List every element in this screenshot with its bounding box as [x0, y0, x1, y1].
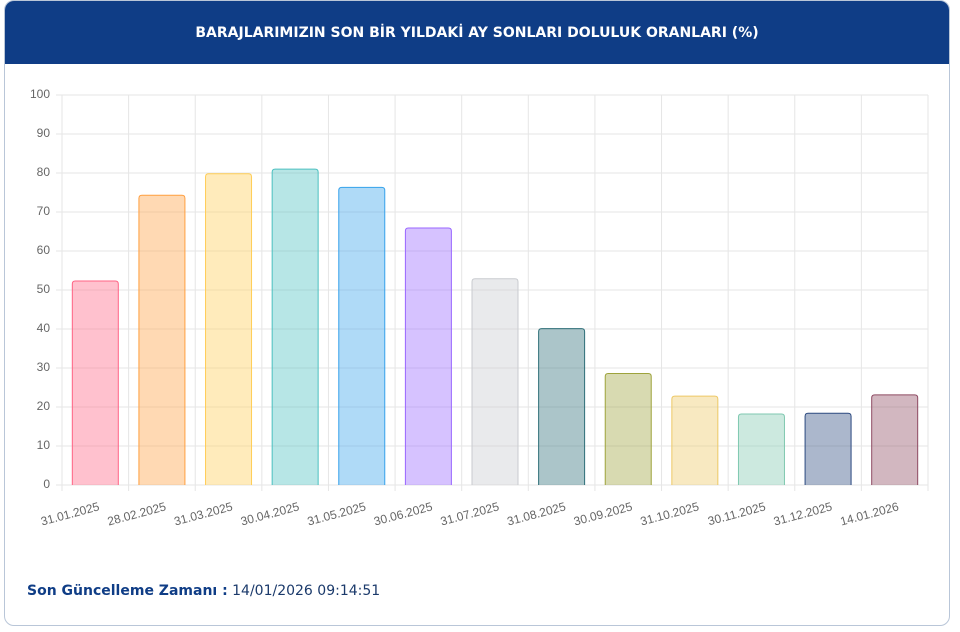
y-tick-label: 40 [37, 321, 51, 335]
y-tick-label: 10 [37, 438, 51, 452]
x-tick-label: 30.09.2025 [572, 499, 634, 528]
bar [138, 194, 186, 485]
bar [71, 280, 119, 485]
y-tick-label: 0 [43, 477, 50, 491]
bar [737, 413, 785, 485]
bar [404, 227, 452, 485]
bar [871, 394, 919, 485]
bar [538, 328, 586, 485]
x-tick-label: 31.05.2025 [306, 499, 368, 528]
bar [271, 168, 319, 485]
x-tick-label: 31.08.2025 [506, 499, 568, 528]
x-tick-label: 30.04.2025 [239, 499, 301, 528]
chart: 0 10 20 30 40 50 60 70 80 90 100 31.01.2025 28.02.20… [30, 87, 929, 529]
bar [804, 412, 852, 485]
x-tick-label: 30.11.2025 [706, 499, 767, 528]
header-title: BARAJLARIMIZIN SON BİR YILDAKİ AY SONLAR… [5, 1, 949, 64]
x-tick-label: 31.10.2025 [639, 499, 701, 528]
x-tick-label: 30.06.2025 [372, 499, 434, 528]
y-tick-label: 80 [37, 165, 51, 179]
x-tick-label: 31.01.2025 [39, 499, 101, 528]
bar [671, 395, 719, 485]
y-tick-label: 60 [37, 243, 51, 257]
bar [338, 186, 386, 485]
footer-label: Son Güncelleme Zamanı : [27, 583, 228, 599]
card: BARAJLARIMIZIN SON BİR YILDAKİ AY SONLAR… [4, 0, 950, 626]
x-tick-label: 31.07.2025 [439, 499, 501, 528]
y-tick-label: 70 [37, 204, 51, 218]
footer: Son Güncelleme Zamanı : 14/01/2026 09:14… [27, 583, 380, 599]
x-tick-label: 31.03.2025 [172, 499, 234, 528]
y-tick-label: 30 [37, 360, 51, 374]
y-tick-label: 90 [37, 126, 51, 140]
y-tick-label: 20 [37, 399, 51, 413]
bar [471, 278, 519, 485]
bar [205, 173, 253, 485]
footer-value: 14/01/2026 09:14:51 [232, 583, 381, 599]
bar [604, 372, 652, 485]
x-tick-label: 31.12.2025 [772, 499, 834, 528]
x-tick-label: 28.02.2025 [106, 499, 168, 528]
y-tick-label: 100 [30, 87, 50, 101]
y-tick-label: 50 [37, 282, 51, 296]
x-tick-label: 14.01.2026 [839, 499, 901, 528]
